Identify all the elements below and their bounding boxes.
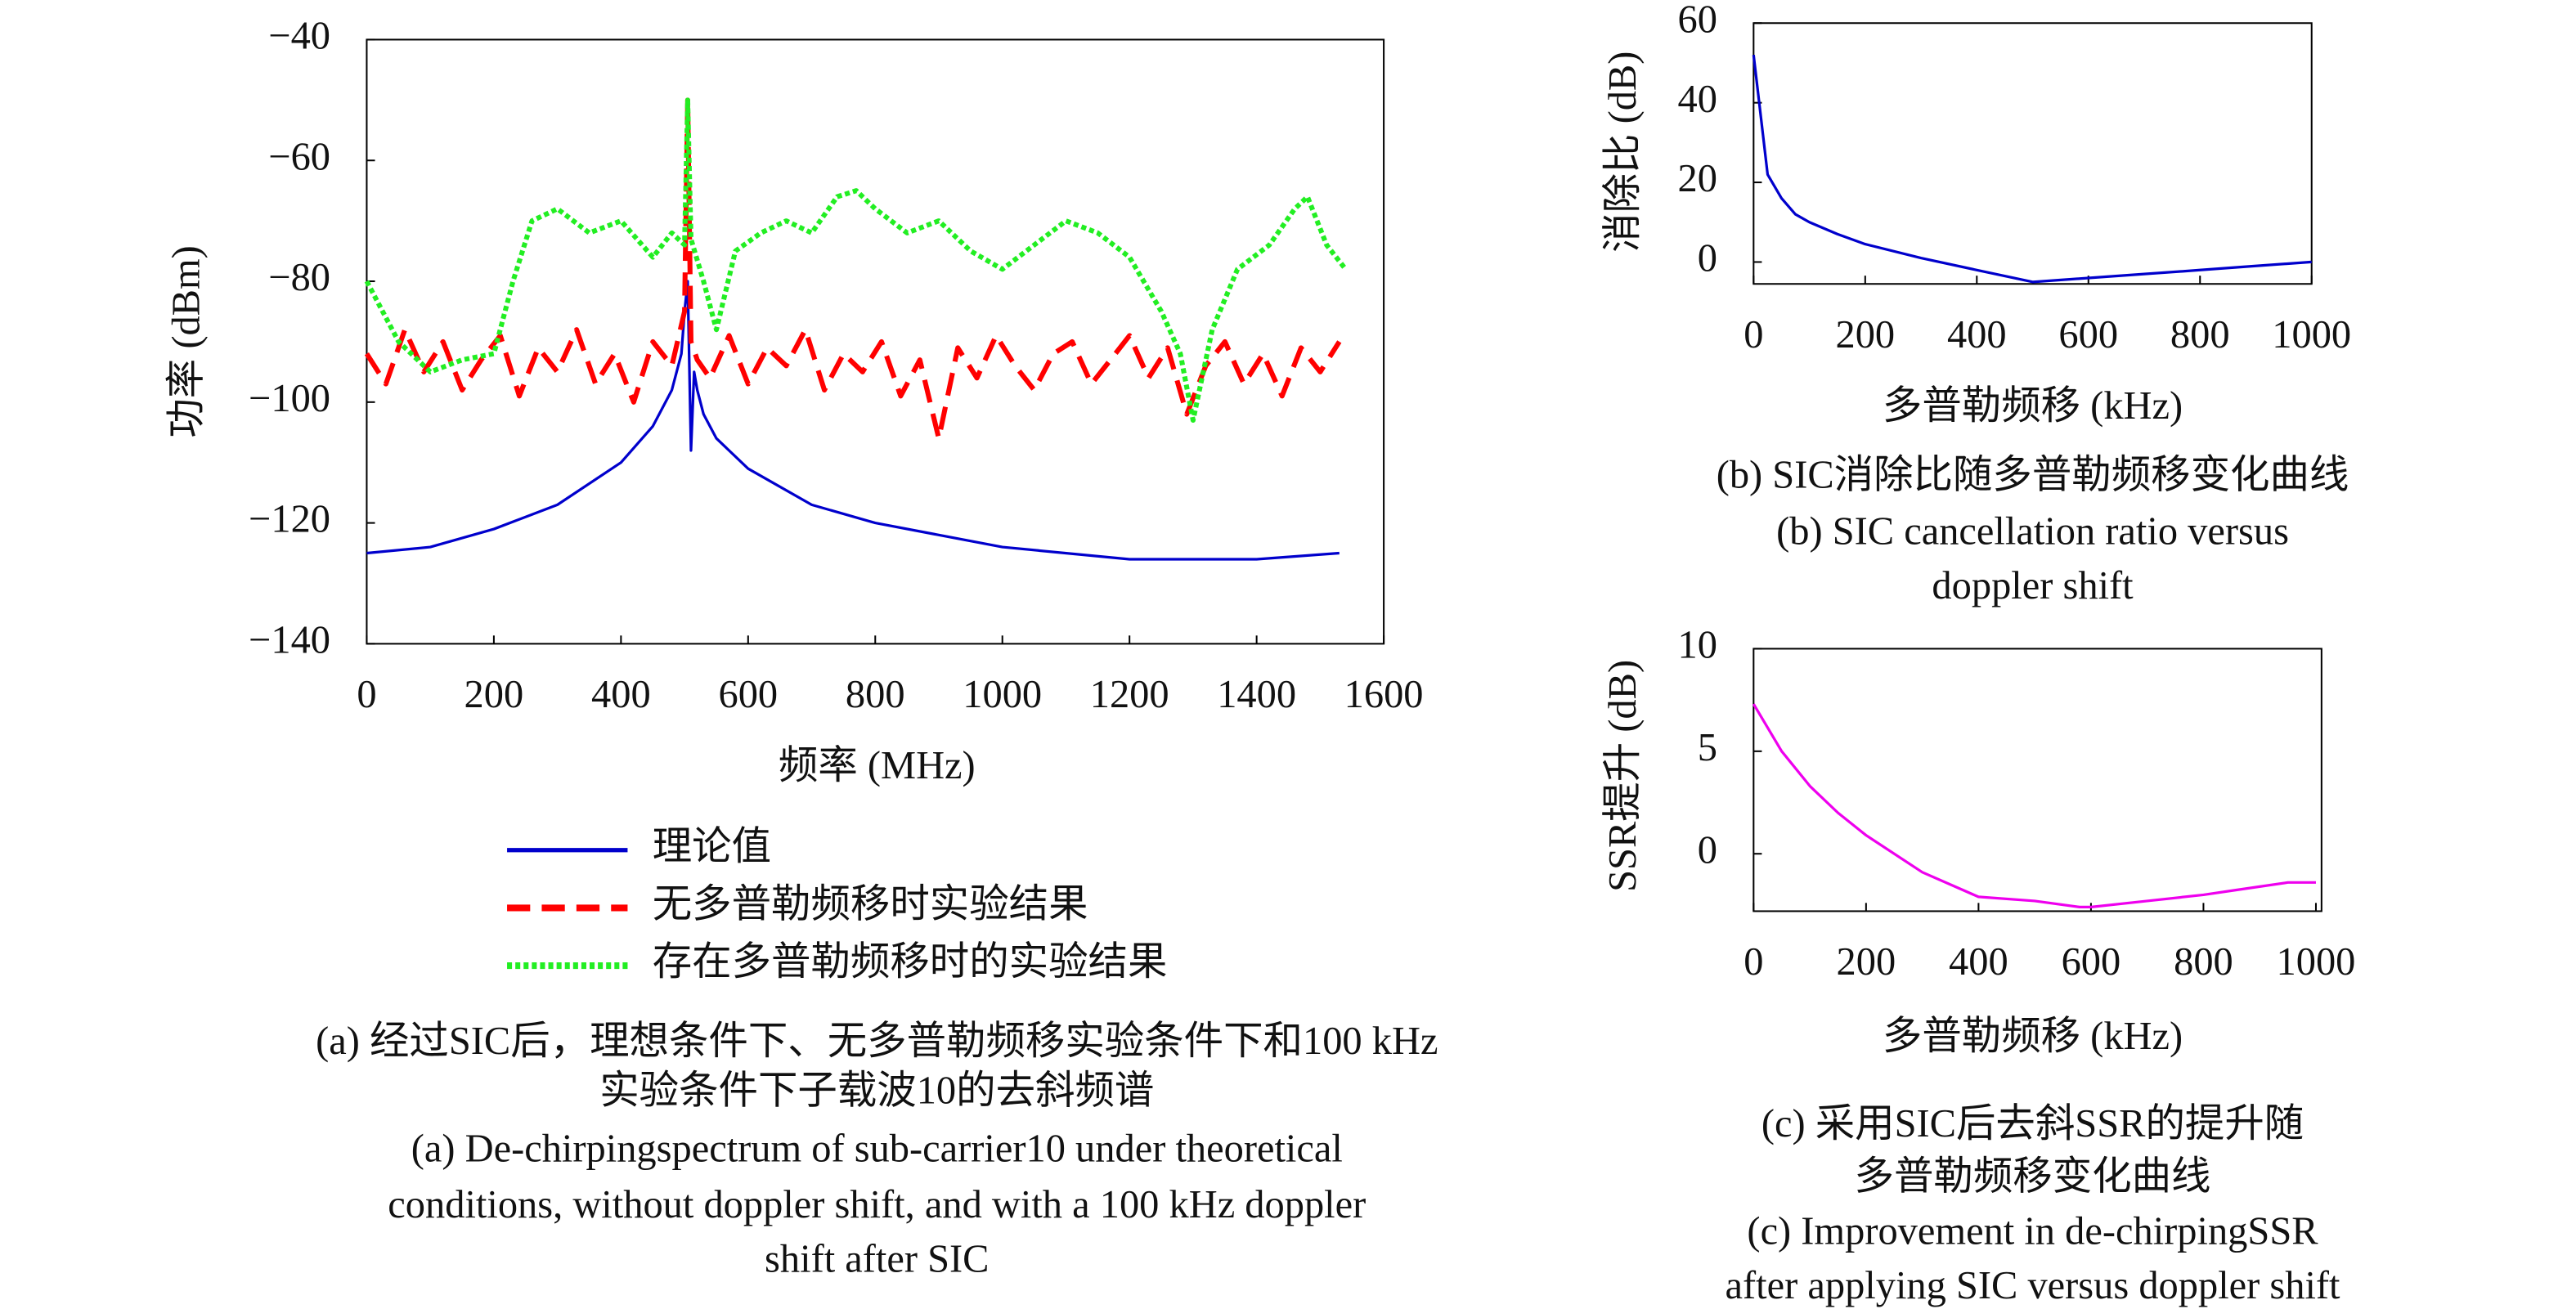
- series-line: [366, 280, 1340, 561]
- y-axis-label: SSR提升 (dB): [1601, 660, 1645, 892]
- x-tick-label: 600: [2062, 940, 2121, 984]
- plot-frame: [1752, 648, 2322, 912]
- x-tick-label: 0: [357, 673, 376, 716]
- y-tick-label: −40: [268, 15, 330, 58]
- y-tick-label: −80: [268, 256, 330, 299]
- caption-line: (b) SIC cancellation ratio versus: [1776, 509, 2289, 553]
- x-axis-label: 多普勒频移 (kHz): [1883, 1015, 2183, 1058]
- x-tick-label: 1000: [2277, 940, 2356, 984]
- caption-line: (b) SIC消除比随多普勒频移变化曲线: [1717, 454, 2349, 497]
- legend-label: 存在多普勒频移时的实验结果: [653, 940, 1168, 984]
- y-tick-label: −120: [249, 498, 330, 541]
- x-tick-label: 600: [2058, 313, 2118, 356]
- x-tick-label: 400: [591, 673, 651, 716]
- y-tick-label: 0: [1698, 237, 1717, 280]
- caption-line: (a) De-chirpingspectrum of sub-carrier10…: [411, 1127, 1343, 1170]
- y-axis-label: 功率 (dBm): [165, 245, 209, 437]
- x-tick-label: 0: [1744, 940, 1763, 984]
- x-axis-label: 频率 (MHz): [779, 744, 976, 787]
- x-tick-label: 1400: [1217, 673, 1296, 716]
- x-tick-label: 1000: [2272, 313, 2351, 356]
- series-line: [1752, 55, 2312, 284]
- x-tick-label: 1000: [963, 673, 1042, 716]
- y-axis-label: 消除比 (dB): [1601, 52, 1645, 253]
- caption-line: doppler shift: [1932, 564, 2134, 607]
- y-tick-label: −100: [249, 377, 330, 420]
- x-axis-label: 多普勒频移 (kHz): [1883, 384, 2183, 428]
- plot-frame: [1752, 22, 2313, 285]
- caption-line: (c) 采用SIC后去斜SSR的提升随: [1761, 1102, 2304, 1145]
- y-tick-label: 60: [1677, 0, 1717, 41]
- y-tick-label: 0: [1698, 828, 1717, 872]
- x-tick-label: 1600: [1344, 673, 1424, 716]
- x-tick-label: 400: [1947, 313, 2007, 356]
- y-tick-label: 10: [1677, 624, 1717, 667]
- caption-line: 多普勒频移变化曲线: [1855, 1155, 2211, 1199]
- caption-line: (a) 经过SIC后，理想条件下、无多普勒频移实验条件下和100 kHz: [316, 1020, 1438, 1063]
- x-tick-label: 200: [464, 673, 524, 716]
- x-tick-label: 800: [2174, 940, 2233, 984]
- x-tick-label: 800: [846, 673, 905, 716]
- plot-frame: [366, 38, 1385, 645]
- caption-line: conditions, without doppler shift, and w…: [388, 1183, 1366, 1226]
- legend-label: 理论值: [653, 825, 771, 868]
- caption-line: shift after SIC: [765, 1238, 989, 1281]
- caption-line: after applying SIC versus doppler shift: [1726, 1264, 2341, 1307]
- x-tick-label: 200: [1837, 940, 1896, 984]
- y-tick-label: −140: [249, 619, 330, 662]
- x-tick-label: 1200: [1090, 673, 1169, 716]
- x-tick-label: 800: [2170, 313, 2230, 356]
- series-line: [1752, 703, 2316, 909]
- x-tick-label: 600: [718, 673, 778, 716]
- caption-line: 实验条件下子载波10的去斜频谱: [599, 1069, 1154, 1113]
- legend-label: 无多普勒频移时实验结果: [653, 883, 1088, 926]
- y-tick-label: 20: [1677, 157, 1717, 200]
- x-tick-label: 0: [1744, 313, 1763, 356]
- x-tick-label: 200: [1835, 313, 1895, 356]
- y-tick-label: 40: [1677, 78, 1717, 121]
- y-tick-label: 5: [1698, 726, 1717, 769]
- series-line: [364, 97, 1342, 442]
- y-tick-label: −60: [268, 135, 330, 178]
- caption-line: (c) Improvement in de-chirpingSSR: [1747, 1209, 2318, 1253]
- x-tick-label: 400: [1949, 940, 2008, 984]
- series-line: [364, 97, 1348, 424]
